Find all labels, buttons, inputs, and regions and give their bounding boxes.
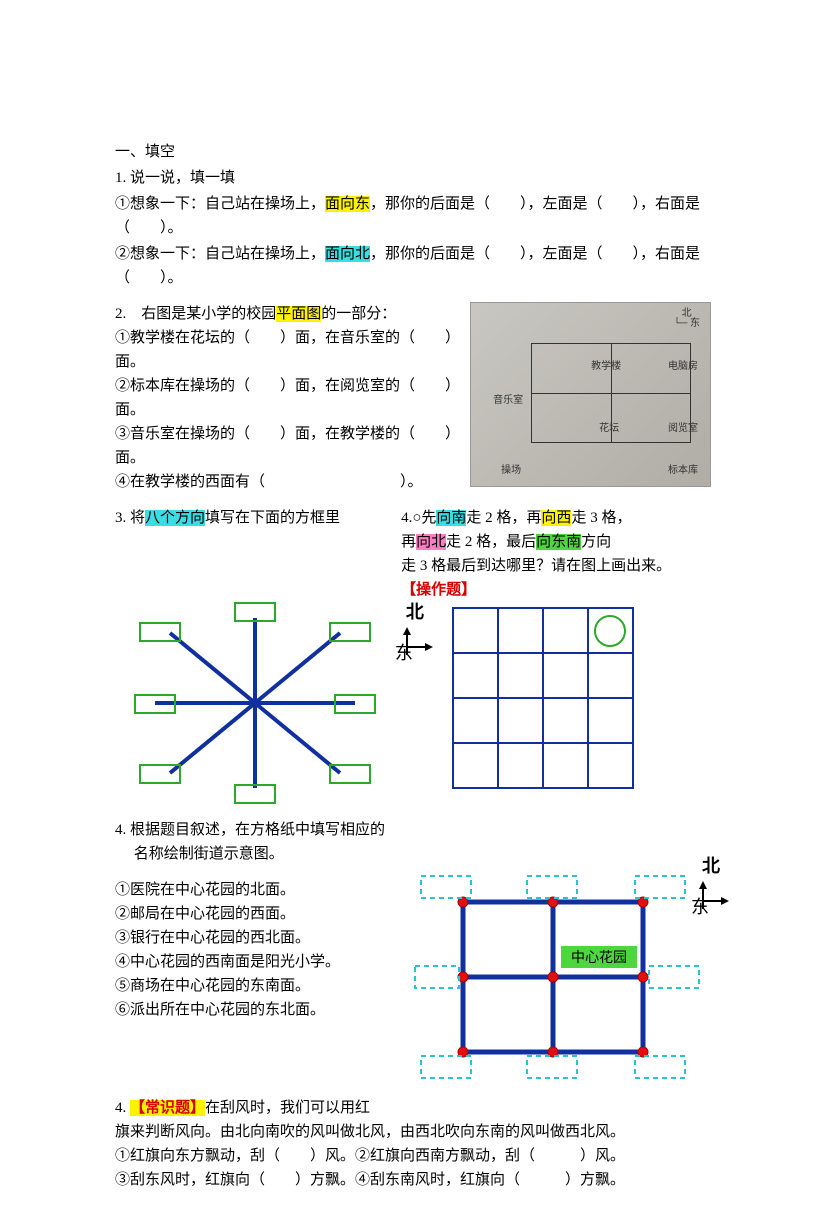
q2-stem-post: 的一部分：: [321, 306, 396, 322]
q1-line2-pre: ②想象一下：自己站在操场上，: [115, 246, 325, 262]
q3-r1-h1: 向南: [436, 510, 466, 526]
q4-compass-n: 北: [691, 852, 731, 881]
q4-compass: 北 东: [691, 852, 731, 940]
q1-line1-highlight: 面向东: [325, 196, 370, 212]
q1-stem: 1. 说一说，填一填: [115, 166, 711, 190]
q5-l4: ③刮东风时，红旗向（ ）方飘。④刮东南风时，红旗向（ ）方飘。: [115, 1168, 711, 1192]
q1-line2-highlight: 面向北: [325, 246, 370, 262]
center-label: 中心花园: [571, 950, 627, 966]
q1-line1-pre: ①想象一下：自己站在操场上，: [115, 196, 325, 212]
q2-text: 2. 右图是某小学的校园平面图的一部分： ①教学楼在花坛的（ ）面，在音乐室的（…: [115, 302, 470, 494]
q3-r2-pre: 再: [401, 534, 416, 550]
section-heading: 一、填空: [115, 140, 711, 164]
q2-label-reading: 阅览室: [668, 421, 698, 437]
q3-section: 3. 将八个方向填写在下面的方框里 4.○先向南走 2 格，再向西走 3 格， …: [115, 506, 711, 602]
q2-label-flower: 花坛: [599, 421, 619, 437]
q4-section: 4. 根据题目叙述，在方格纸中填写相应的 名称绘制街道示意图。 ①医院在中心花园…: [115, 818, 711, 1092]
q2-l1: ①教学楼在花坛的（ ）面，在音乐室的（ ）面。: [115, 326, 462, 374]
q3-r2-h1: 向北: [416, 534, 446, 550]
q3-r3: 走 3 格最后到达哪里？请在图上画出来。: [401, 554, 711, 578]
walk-grid: [443, 598, 643, 798]
q2-label-building: 教学楼: [591, 359, 621, 375]
q2-label-computer: 电脑房: [668, 359, 698, 375]
q2-label-specimen: 标本库: [668, 463, 698, 479]
q5-stem-pre: 4.: [115, 1100, 130, 1116]
q2-label-playground: 操场: [501, 463, 521, 479]
q3-r1-m1: 走 2 格，再: [466, 510, 541, 526]
q3-r1-h2: 向西: [541, 510, 571, 526]
q5-section: 4. 【常识题】在刮风时，我们可以用红 旗来判断风向。由北向南吹的风叫做北风，由…: [115, 1096, 711, 1192]
q3-r2-h2: 向东南: [536, 534, 581, 550]
q3-r1-pre: 4.○先: [401, 510, 436, 526]
q3-left: 3. 将八个方向填写在下面的方框里: [115, 506, 401, 602]
q3-left-highlight: 八个方向: [145, 510, 205, 526]
q3-star-wrap: 北 东: [115, 598, 425, 808]
q2-l4: ④在教学楼的西面有（ ）。: [115, 470, 462, 494]
q3-r2-post: 方向: [581, 534, 611, 550]
q3-compass: 北 东: [395, 598, 435, 686]
start-circle: [595, 616, 625, 646]
q2-l3: ③音乐室在操场的（ ）面，在教学楼的（ ）面。: [115, 422, 462, 470]
eight-direction-diagram: [115, 598, 395, 808]
q4-l4: ④中心花园的西南面是阳光小学。: [115, 950, 413, 974]
q4-compass-e: 东: [691, 897, 709, 917]
q1-line1: ①想象一下：自己站在操场上，面向东，那你的后面是（ ），左面是（ ），右面是（ …: [115, 192, 711, 240]
q4-l5: ⑤商场在中心花园的东南面。: [115, 974, 413, 998]
q1-line2: ②想象一下：自己站在操场上，面向北，那你的后面是（ ），左面是（ ），右面是（ …: [115, 242, 711, 290]
q4-l2: ②邮局在中心花园的西面。: [115, 902, 413, 926]
q2-compass-e: 东: [690, 318, 700, 329]
q5-stem-post: 在刮风时，我们可以用红: [205, 1100, 370, 1116]
q4-stem2: 名称绘制街道示意图。: [115, 842, 711, 866]
q3-r2-mid: 走 2 格，最后: [446, 534, 536, 550]
q2-l2: ②标本库在操场的（ ）面，在阅览室的（ ）面。: [115, 374, 462, 422]
q5-l2: 旗来判断风向。由北向南吹的风叫做北风，由西北吹向东南的风叫做西北风。: [115, 1120, 711, 1144]
q4-l1: ①医院在中心花园的北面。: [115, 878, 413, 902]
q2-label-music: 音乐室: [493, 393, 523, 409]
q4-diagram-wrap: 中心花园 北 东: [413, 872, 711, 1092]
q3-right: 4.○先向南走 2 格，再向西走 3 格， 再向北走 2 格，最后向东南方向 走…: [401, 506, 711, 602]
q2-photo: 北 └─ 东 音乐室 教学楼 电脑房 花坛 阅览室 操场 标本库: [470, 302, 711, 487]
q2-stem-pre: 2. 右图是某小学的校园: [115, 306, 276, 322]
q2-stem-highlight: 平面图: [276, 306, 321, 322]
q3-left-post: 填写在下面的方框里: [205, 510, 340, 526]
q5-tag: 【常识题】: [130, 1100, 205, 1116]
q2-compass: 北 └─ 东: [673, 309, 700, 329]
q4-text: ①医院在中心花园的北面。 ②邮局在中心花园的西面。 ③银行在中心花园的西北面。 …: [115, 872, 413, 1092]
q3-compass-n: 北: [395, 598, 435, 627]
q3-r1-m2: 走 3 格，: [571, 510, 631, 526]
q2-row: 2. 右图是某小学的校园平面图的一部分： ①教学楼在花坛的（ ）面，在音乐室的（…: [115, 302, 711, 494]
q4-l6: ⑥派出所在中心花园的东北面。: [115, 998, 413, 1022]
q3-grid-wrap: [425, 598, 711, 798]
q4-stem1: 4. 根据题目叙述，在方格纸中填写相应的: [115, 818, 711, 842]
q5-l3: ①红旗向东方飘动，刮（ ）风。②红旗向西南方飘动，刮（ ）风。: [115, 1144, 711, 1168]
q3-left-pre: 3. 将: [115, 510, 145, 526]
street-map: 中心花园: [413, 872, 713, 1092]
q3-compass-e: 东: [395, 643, 413, 663]
q3-diagrams-row: 北 东: [115, 598, 711, 808]
q4-l3: ③银行在中心花园的西北面。: [115, 926, 413, 950]
